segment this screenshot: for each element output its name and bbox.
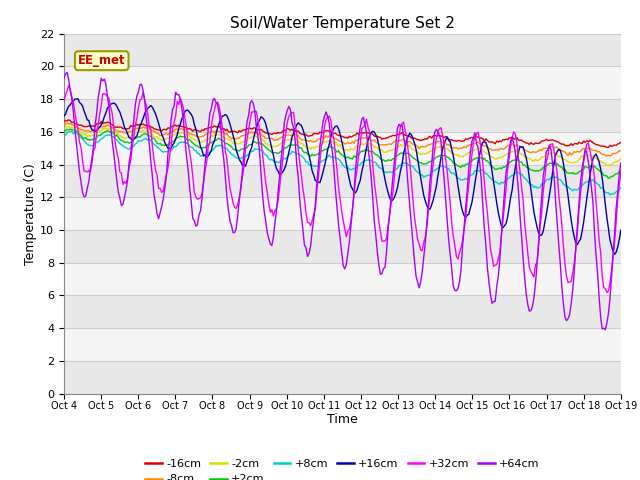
Bar bbox=[64, 34, 621, 66]
Bar bbox=[64, 328, 621, 361]
Bar bbox=[64, 230, 621, 263]
Text: EE_met: EE_met bbox=[78, 54, 125, 67]
Y-axis label: Temperature (C): Temperature (C) bbox=[24, 163, 37, 264]
Bar bbox=[64, 1, 621, 34]
X-axis label: Time: Time bbox=[327, 413, 358, 426]
Bar bbox=[64, 263, 621, 295]
Bar bbox=[64, 295, 621, 328]
Title: Soil/Water Temperature Set 2: Soil/Water Temperature Set 2 bbox=[230, 16, 455, 31]
Bar bbox=[64, 165, 621, 197]
Bar bbox=[64, 132, 621, 165]
Bar bbox=[64, 361, 621, 394]
Bar bbox=[64, 99, 621, 132]
Bar bbox=[64, 197, 621, 230]
Bar bbox=[64, 66, 621, 99]
Legend: -16cm, -8cm, -2cm, +2cm, +8cm, +16cm, +32cm, +64cm: -16cm, -8cm, -2cm, +2cm, +8cm, +16cm, +3… bbox=[141, 455, 544, 480]
